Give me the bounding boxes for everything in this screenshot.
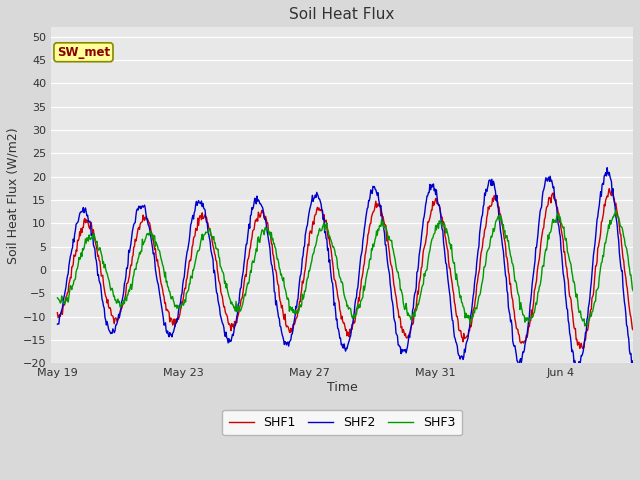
SHF1 [54,310,61,316]
SHF2 [420,214,428,220]
SHF1 [388,263,396,269]
SHF2 [403,347,411,353]
SHF2 [604,165,611,170]
SHF1 [629,327,637,333]
SHF2 [89,232,97,238]
SHF1 [579,346,586,351]
SHF2 [388,296,396,302]
X-axis label: Time: Time [326,381,358,394]
SHF1 [605,186,613,192]
SHF2 [54,321,61,327]
SHF3 [581,323,589,329]
SHF3 [403,308,411,313]
SHF3 [89,232,97,238]
SHF1 [490,193,498,199]
Line: SHF3: SHF3 [58,210,633,326]
Line: SHF1: SHF1 [58,189,633,348]
SHF2 [573,367,581,372]
SHF2 [490,180,498,186]
SHF3 [54,295,61,301]
SHF1 [403,335,411,341]
SHF3 [549,216,557,222]
SHF2 [629,361,637,367]
Y-axis label: Soil Heat Flux (W/m2): Soil Heat Flux (W/m2) [7,127,20,264]
SHF3 [388,238,396,243]
SHF1 [420,245,428,251]
SHF3 [629,288,637,294]
Legend: SHF1, SHF2, SHF3: SHF1, SHF2, SHF3 [222,410,462,435]
SHF2 [549,185,557,191]
SHF1 [549,190,557,196]
SHF3 [420,271,428,277]
Title: Soil Heat Flux: Soil Heat Flux [289,7,395,22]
SHF3 [490,228,498,234]
Text: SW_met: SW_met [57,46,110,59]
Line: SHF2: SHF2 [58,168,633,370]
SHF3 [612,207,620,213]
SHF1 [89,230,97,236]
